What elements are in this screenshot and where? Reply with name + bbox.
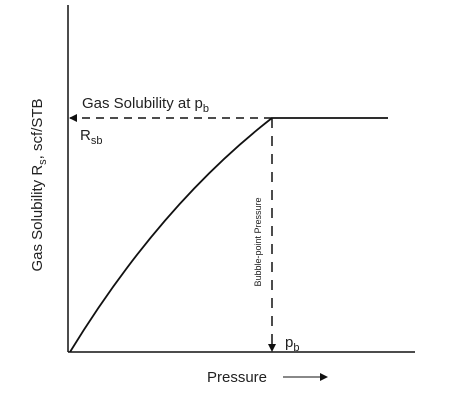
saturation-label-sub: b [203, 103, 209, 115]
rsb-label-sub: sb [91, 135, 103, 147]
saturation-label-main: Gas Solubility at p [82, 95, 203, 112]
pb-label-sub: b [293, 342, 299, 354]
y-axis-label-rest: , scf/STB [29, 98, 46, 159]
bubble-point-label: Bubble-point Pressure [253, 197, 263, 286]
rsb-label: Rsb [80, 127, 102, 147]
y-axis-label-main: Gas Solubility R [29, 165, 46, 272]
pb-label: pb [285, 334, 299, 354]
y-axis-label: Gas Solubility Rs, scf/STB [29, 98, 49, 271]
pb-label-main: p [285, 334, 293, 351]
saturation-label: Gas Solubility at pb [82, 95, 209, 115]
x-axis-label: Pressure [207, 369, 267, 386]
solubility-curve [69, 117, 388, 353]
rsb-label-main: R [80, 127, 91, 144]
y-axis-label-sub: s [37, 159, 49, 165]
